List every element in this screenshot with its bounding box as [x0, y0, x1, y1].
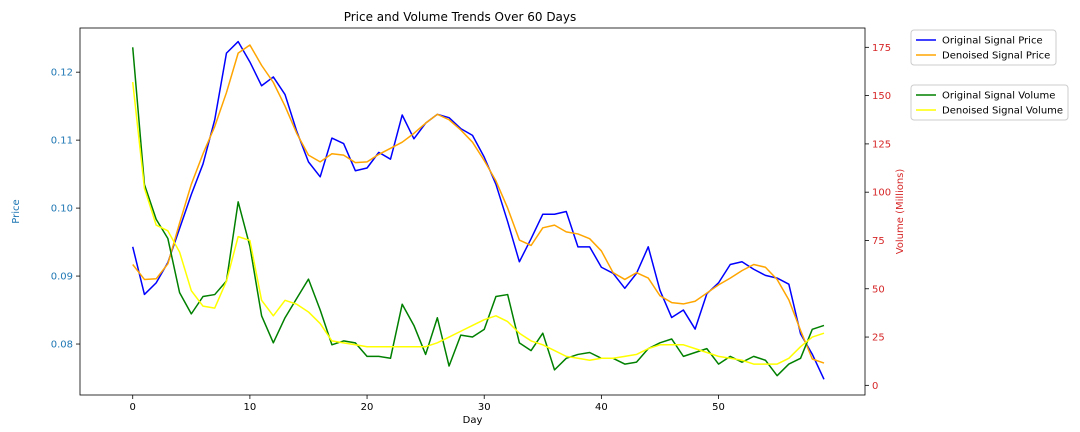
y-right-tick-label: 100	[872, 188, 891, 199]
y-axis-left: 0.08 0.09 0.10 0.11 0.12	[51, 68, 80, 351]
legend-label: Original Signal Volume	[942, 91, 1055, 102]
x-tick-label: 30	[478, 402, 491, 413]
x-axis-label: Day	[463, 415, 483, 426]
series-line-3	[131, 81, 825, 365]
plot-lines	[131, 40, 825, 380]
y-left-tick-label: 0.09	[51, 272, 73, 283]
x-tick-label: 0	[130, 402, 136, 413]
y-axis-right-label: Volume (Millions)	[895, 169, 906, 255]
y-left-tick-label: 0.11	[51, 136, 73, 147]
y-right-tick-label: 25	[872, 333, 885, 344]
chart-title: Price and Volume Trends Over 60 Days	[344, 10, 577, 24]
y-right-tick-label: 75	[872, 236, 885, 247]
y-left-tick-label: 0.12	[51, 68, 73, 79]
y-axis-right: 0 25 50 75 100 125 150 175	[865, 43, 891, 392]
y-right-tick-label: 125	[872, 139, 891, 150]
legends: Original Signal Price Denoised Signal Pri…	[910, 29, 1069, 121]
x-tick-label: 40	[595, 402, 608, 413]
y-right-tick-label: 0	[872, 381, 878, 392]
series-line-1	[132, 44, 825, 364]
y-axis-left-label: Price	[11, 199, 22, 223]
y-right-tick-label: 150	[872, 91, 891, 102]
legend-box	[910, 29, 1057, 66]
x-tick-label: 50	[712, 402, 725, 413]
y-left-tick-label: 0.08	[51, 340, 73, 351]
plot-frame	[79, 27, 866, 396]
x-axis: 0 10 20 30 40 50	[130, 395, 725, 413]
legend-label: Original Signal Price	[942, 36, 1043, 47]
y-left-tick-label: 0.10	[51, 204, 73, 215]
x-tick-label: 10	[244, 402, 257, 413]
legend-label: Denoised Signal Price	[942, 51, 1050, 62]
legend-label: Denoised Signal Volume	[942, 106, 1063, 117]
legend-box	[910, 84, 1069, 121]
series-line-2	[131, 47, 825, 377]
y-right-tick-label: 50	[872, 284, 885, 295]
x-tick-label: 20	[361, 402, 374, 413]
y-right-tick-label: 175	[872, 43, 891, 54]
